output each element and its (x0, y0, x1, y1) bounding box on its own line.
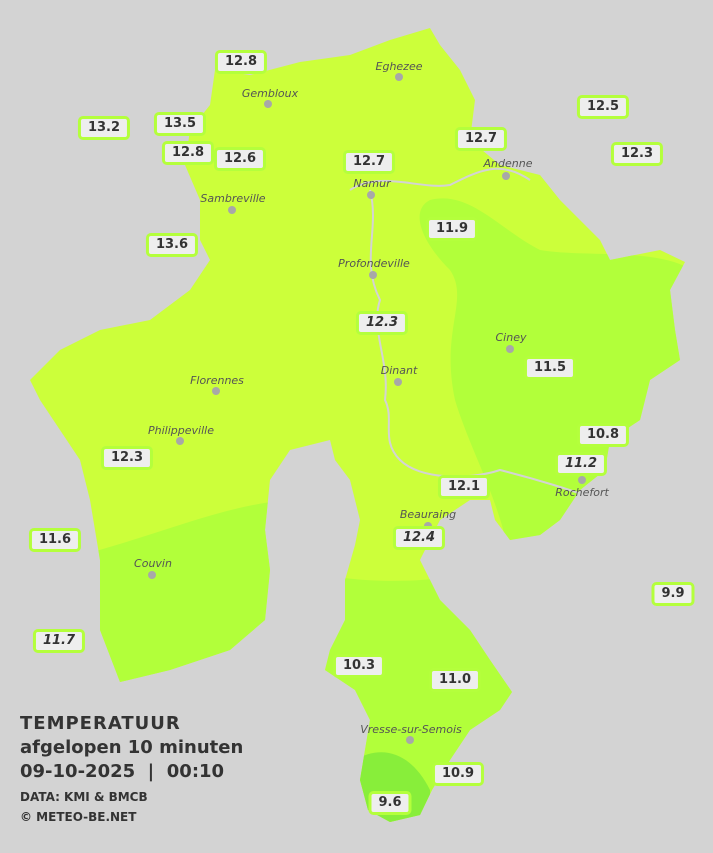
temperature-label[interactable]: 11.7 (32, 629, 86, 653)
city-dot (212, 387, 220, 395)
city-dot (228, 206, 236, 214)
temperature-label[interactable]: 11.6 (28, 528, 82, 552)
temperature-label[interactable]: 10.9 (431, 762, 485, 786)
city-dot (395, 73, 403, 81)
temperature-label[interactable]: 12.1 (437, 475, 491, 499)
legend-source: DATA: KMI & BMCB (20, 790, 148, 804)
temperature-label[interactable]: 11.2 (554, 452, 608, 476)
city-dot (506, 345, 514, 353)
city-dot (367, 191, 375, 199)
temperature-label[interactable]: 12.7 (342, 150, 396, 174)
temperature-label[interactable]: 12.8 (214, 50, 268, 74)
temperature-label[interactable]: 13.5 (153, 112, 207, 136)
city-dot (369, 271, 377, 279)
legend-copyright: © METEO-BE.NET (20, 810, 137, 824)
legend-datetime: 09-10-2025 | 00:10 (20, 761, 225, 782)
city-dot (264, 100, 272, 108)
temperature-label[interactable]: 9.6 (368, 791, 412, 815)
city-dot (502, 172, 510, 180)
temperature-label[interactable]: 12.8 (161, 141, 215, 165)
temperature-label[interactable]: 10.8 (576, 423, 630, 447)
temperature-label[interactable]: 10.3 (332, 654, 386, 678)
city-dot (148, 571, 156, 579)
temperature-label[interactable]: 12.7 (454, 127, 508, 151)
temperature-label[interactable]: 12.6 (213, 147, 267, 171)
temperature-label[interactable]: 12.3 (355, 311, 409, 335)
legend-title: TEMPERATUUR (20, 713, 181, 734)
temperature-label[interactable]: 13.2 (77, 116, 131, 140)
temperature-label[interactable]: 12.5 (576, 95, 630, 119)
temperature-label[interactable]: 11.9 (425, 217, 479, 241)
temperature-label[interactable]: 12.3 (100, 446, 154, 470)
temperature-label[interactable]: 12.3 (610, 142, 664, 166)
city-dot (406, 736, 414, 744)
temperature-label[interactable]: 12.4 (392, 526, 446, 550)
map-legend: TEMPERATUUR afgelopen 10 minuten 09-10-2… (20, 712, 243, 827)
city-dot (176, 437, 184, 445)
temperature-label[interactable]: 11.5 (523, 356, 577, 380)
city-dot (394, 378, 402, 386)
temperature-label[interactable]: 11.0 (428, 668, 482, 692)
city-dot (578, 476, 586, 484)
temperature-label[interactable]: 9.9 (651, 582, 695, 606)
temperature-label[interactable]: 13.6 (145, 233, 199, 257)
legend-subtitle: afgelopen 10 minuten (20, 737, 244, 758)
